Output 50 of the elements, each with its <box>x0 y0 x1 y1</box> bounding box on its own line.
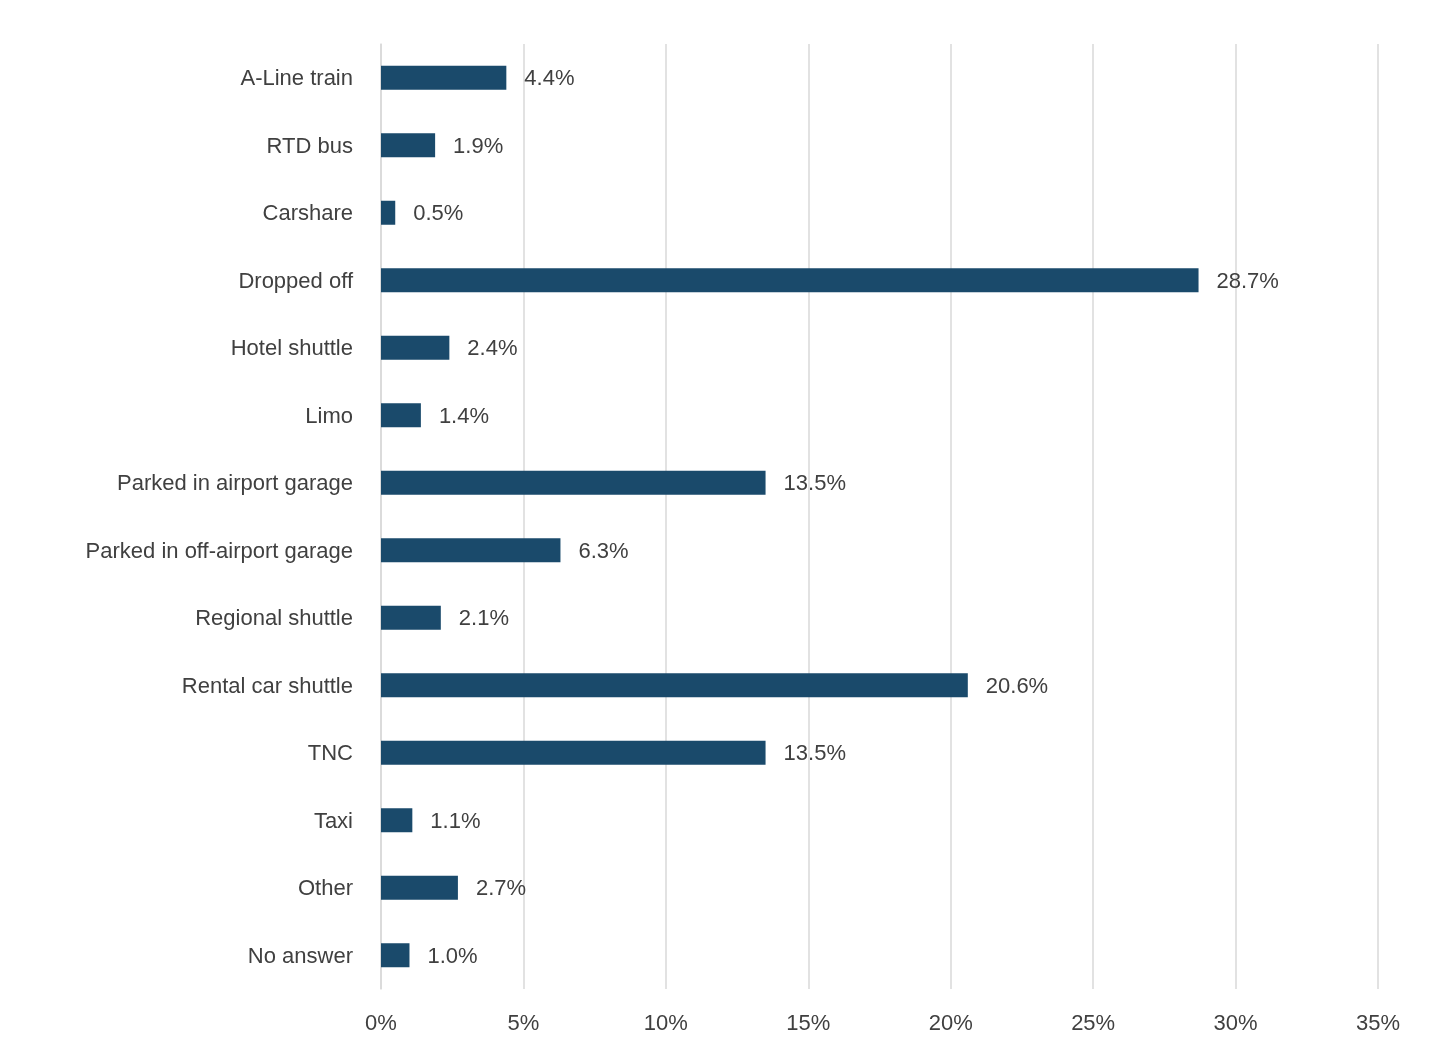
bar <box>381 538 561 563</box>
y-tick-label: Taxi <box>313 807 353 833</box>
bar <box>381 808 413 833</box>
x-tick-label: 5% <box>507 1009 540 1035</box>
y-tick-label: No answer <box>247 942 353 968</box>
data-label: 1.0% <box>427 942 478 968</box>
y-tick-label: Carshare <box>262 200 353 226</box>
data-label: 2.1% <box>458 605 509 631</box>
data-label: 20.6% <box>985 672 1049 698</box>
y-tick-label: Other <box>297 875 353 901</box>
y-tick-label: Limo <box>305 402 353 428</box>
data-label: 13.5% <box>783 470 846 496</box>
bar <box>381 673 968 698</box>
y-tick-label: TNC <box>307 740 354 766</box>
data-label: 1.1% <box>430 807 481 833</box>
y-tick-label: Hotel shuttle <box>230 335 353 361</box>
data-label: 4.4% <box>524 65 575 91</box>
data-label: 2.4% <box>467 335 518 361</box>
data-label: 1.9% <box>453 132 504 158</box>
bar <box>381 740 766 765</box>
bar <box>381 133 436 158</box>
y-tick-label: Dropped off <box>238 267 354 293</box>
bar <box>381 470 766 495</box>
y-tick-label: Parked in airport garage <box>116 470 353 496</box>
bar <box>381 200 396 225</box>
y-tick-label: A-Line train <box>240 65 353 91</box>
bar <box>381 268 1199 293</box>
data-label: 0.5% <box>413 200 464 226</box>
y-tick-label: Regional shuttle <box>195 605 353 631</box>
x-tick-label: 20% <box>928 1009 973 1035</box>
bar <box>381 403 421 428</box>
data-label: 2.7% <box>475 875 527 901</box>
data-label: 1.4% <box>438 402 490 428</box>
y-tick-label: Parked in off-airport garage <box>85 537 353 563</box>
data-label: 13.5% <box>783 740 846 766</box>
bar <box>381 943 410 968</box>
bar <box>381 65 507 90</box>
data-label: 28.7% <box>1216 267 1279 293</box>
x-tick-label: 30% <box>1213 1009 1258 1035</box>
x-tick-label: 0% <box>365 1009 397 1035</box>
y-tick-label: RTD bus <box>266 132 353 158</box>
bar <box>381 875 458 900</box>
data-label: 6.3% <box>578 537 629 563</box>
x-tick-label: 10% <box>643 1009 688 1035</box>
y-tick-label: Rental car shuttle <box>181 672 353 698</box>
x-tick-label: 15% <box>786 1009 831 1035</box>
bar <box>381 605 441 630</box>
x-tick-label: 25% <box>1071 1009 1116 1035</box>
x-tick-label: 35% <box>1355 1009 1401 1035</box>
bar <box>381 335 450 360</box>
